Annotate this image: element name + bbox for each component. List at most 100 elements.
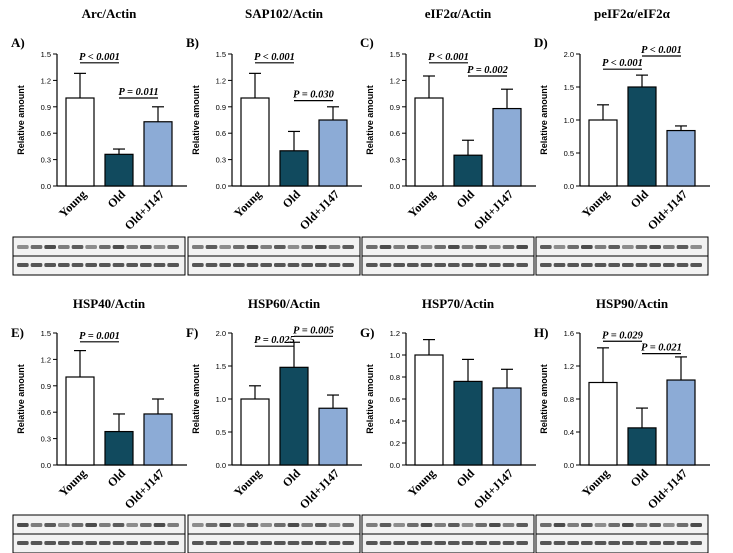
blot-band xyxy=(71,523,84,527)
blot-band xyxy=(328,523,341,527)
blot-band-actin xyxy=(167,263,179,267)
blot-band xyxy=(205,523,218,527)
blot-band-actin xyxy=(246,263,259,267)
blot-band xyxy=(393,245,405,249)
blot-band-actin xyxy=(192,541,204,545)
blot-band xyxy=(540,245,552,249)
blot-band-actin xyxy=(301,263,313,267)
blot-band xyxy=(192,245,204,249)
blot-band xyxy=(553,523,566,527)
x-tick-label: Old xyxy=(628,466,652,490)
panel-label: G) xyxy=(360,325,374,340)
blot-band xyxy=(622,245,634,249)
chart-panel-6: F) HSP60/Actin Relative amount 0.0 0.5 1.0 1.5… xyxy=(186,296,362,553)
blot-band-actin xyxy=(461,263,474,267)
blot-band-actin xyxy=(502,541,515,545)
blot-band-actin xyxy=(71,541,84,545)
x-tick-label: Old+J147 xyxy=(645,466,690,511)
y-tick-label: 0.0 xyxy=(564,461,574,470)
bar-old xyxy=(104,430,134,466)
blot-band xyxy=(502,523,515,527)
blot-band-actin xyxy=(690,541,702,545)
blot-band-actin xyxy=(608,541,620,545)
panel-label: F) xyxy=(186,325,198,340)
blot-band xyxy=(516,523,528,527)
x-tick-label: Young xyxy=(56,187,89,220)
blot-band xyxy=(112,523,125,527)
blot-band xyxy=(140,523,152,527)
y-tick-label: 2.0 xyxy=(216,329,226,338)
bar-young xyxy=(65,376,95,466)
bar-old xyxy=(279,150,309,187)
blot-band-actin xyxy=(153,541,166,545)
blot-band-actin xyxy=(58,263,70,267)
bar-old-j147 xyxy=(318,119,348,187)
blot-band xyxy=(366,245,378,249)
x-tick-label: Old+J147 xyxy=(297,466,342,511)
x-tick-label: Young xyxy=(405,466,438,499)
bar-old xyxy=(453,154,483,187)
blot-band xyxy=(434,245,446,249)
blot-band xyxy=(420,245,433,249)
y-tick-label: 1.5 xyxy=(216,362,226,371)
blot-band xyxy=(366,523,378,527)
blot-band-actin xyxy=(17,263,29,267)
y-tick-label: 0.9 xyxy=(41,382,51,391)
significance-label: P < 0.001 xyxy=(602,58,643,69)
blot-band-actin xyxy=(219,263,231,267)
blot-band-actin xyxy=(85,541,97,545)
blot-band-actin xyxy=(676,541,689,545)
blot-band-actin xyxy=(260,541,272,545)
blot-band xyxy=(649,523,661,527)
blot-band-actin xyxy=(393,541,405,545)
chart-title: HSP90/Actin xyxy=(596,296,669,311)
blot-band-actin xyxy=(219,541,231,545)
blot-band xyxy=(475,245,487,249)
blot-band-actin xyxy=(205,263,218,267)
blot-band-actin xyxy=(99,541,111,545)
bar-old-j147 xyxy=(492,387,522,466)
significance-label: P = 0.030 xyxy=(293,90,335,101)
blot-band xyxy=(448,245,460,249)
y-tick-label: 0.3 xyxy=(216,156,226,165)
y-axis-label: Relative amount xyxy=(539,85,549,155)
blot-band-actin xyxy=(379,541,392,545)
blot-band xyxy=(581,523,593,527)
bar-old-j147 xyxy=(143,413,173,466)
blot-band xyxy=(99,523,111,527)
y-tick-label: 0.9 xyxy=(41,103,51,112)
blot-band-actin xyxy=(85,263,97,267)
y-tick-label: 1.5 xyxy=(564,83,574,92)
blot-band-actin xyxy=(140,263,152,267)
y-axis-label: Relative amount xyxy=(191,85,201,155)
x-tick-label: Young xyxy=(56,466,89,499)
blot-band-actin xyxy=(30,263,43,267)
blot-band-actin xyxy=(315,263,327,267)
blot-band-actin xyxy=(649,263,661,267)
blot-band xyxy=(85,523,97,527)
panel-label: D) xyxy=(534,35,548,50)
blot-band xyxy=(594,245,607,249)
blot-band-actin xyxy=(567,541,579,545)
blot-band-actin xyxy=(502,263,515,267)
y-tick-label: 0.6 xyxy=(390,129,400,138)
blot-band xyxy=(315,523,327,527)
blot-band xyxy=(594,523,607,527)
blot-band-actin xyxy=(690,263,702,267)
bar-old xyxy=(104,153,134,187)
blot-band-actin xyxy=(407,541,419,545)
blot-band-actin xyxy=(553,263,566,267)
chart-title: Arc/Actin xyxy=(82,6,137,21)
y-tick-label: 1.2 xyxy=(564,362,574,371)
blot-band xyxy=(85,245,97,249)
blot-band-actin xyxy=(274,263,286,267)
x-tick-label: Young xyxy=(579,466,612,499)
significance-label: P = 0.002 xyxy=(467,65,509,76)
y-tick-label: 0.3 xyxy=(390,156,400,165)
y-axis-label: Relative amount xyxy=(365,85,375,155)
blot-band-actin xyxy=(112,541,125,545)
y-tick-label: 1.2 xyxy=(390,76,400,85)
y-tick-label: 0.5 xyxy=(564,149,574,158)
y-tick-label: 0.0 xyxy=(41,182,51,191)
